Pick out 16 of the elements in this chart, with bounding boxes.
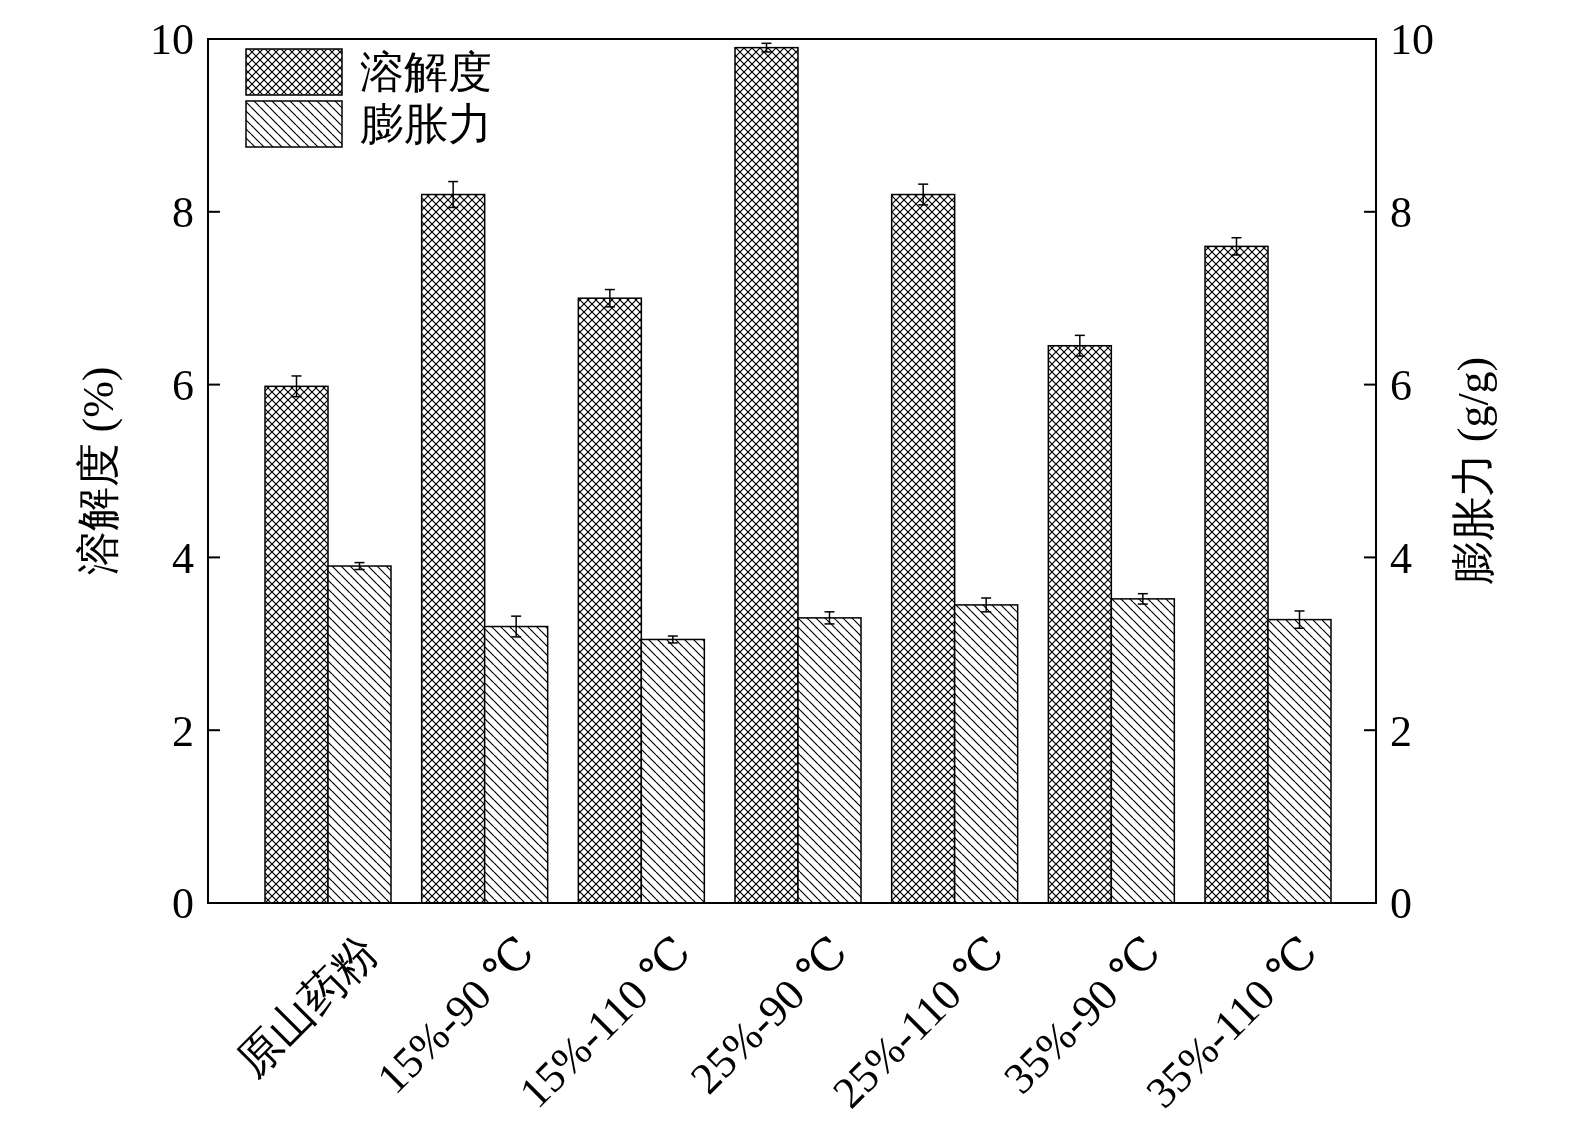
- y-tick-label: 2: [172, 706, 194, 756]
- y2-tick-label: 4: [1390, 533, 1412, 583]
- y-axis-title: 溶解度 (%): [74, 366, 123, 576]
- y-tick-label: 8: [172, 188, 194, 238]
- y2-tick-label: 2: [1390, 706, 1412, 756]
- legend-label: 膨胀力: [360, 100, 492, 150]
- y2-tick-label: 0: [1390, 879, 1412, 929]
- y-tick-label: 6: [172, 361, 194, 410]
- y-tick-label: 10: [150, 15, 194, 65]
- y2-tick-label: 10: [1390, 15, 1434, 65]
- legend-label: 溶解度: [360, 48, 492, 98]
- y2-tick-label: 6: [1390, 361, 1412, 410]
- y2-tick-label: 8: [1390, 188, 1412, 238]
- y-tick-label: 0: [172, 879, 194, 929]
- y2-axis-title: 膨胀力 (g/g): [1449, 356, 1498, 586]
- y-tick-label: 4: [172, 533, 194, 583]
